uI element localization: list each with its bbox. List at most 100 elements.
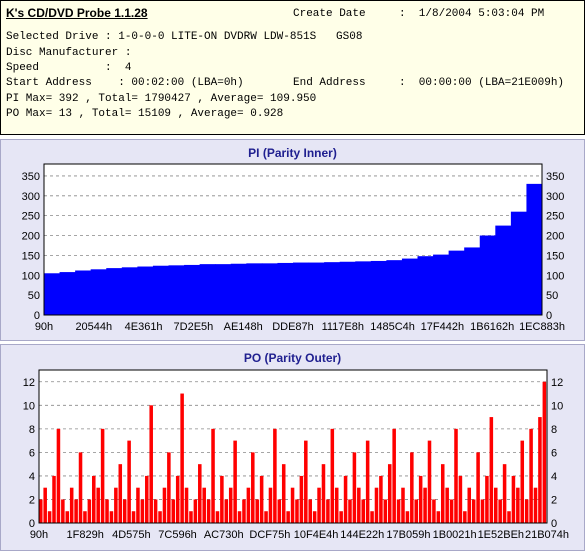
pi-xtick: 1EC883h (519, 321, 565, 333)
po-bar (92, 475, 96, 523)
po-bar (436, 511, 441, 523)
disc-manufacturer: Disc Manufacturer : (6, 47, 132, 59)
po-bar (153, 499, 158, 523)
pi-ytick-right: 0 (546, 310, 552, 322)
pi-bar (308, 262, 325, 315)
pi-xtick: AE148h (224, 321, 263, 333)
po-ytick-left: 10 (23, 400, 35, 412)
po-bar (273, 428, 277, 523)
po-bar (485, 475, 489, 523)
po-bar (140, 499, 145, 523)
po-bar (211, 428, 215, 523)
po-bar (39, 499, 43, 523)
pi-xtick: DDE87h (272, 321, 314, 333)
pi-stats: PI Max= 392 , Total= 1790427 , Average= … (6, 93, 317, 105)
po-bar (463, 511, 467, 523)
po-ytick-right: 2 (551, 494, 557, 506)
po-bar (180, 393, 184, 523)
pi-chart-panel: PI (Parity Inner) 0 0 50 50 100 100 150 150 200 2… (0, 139, 585, 341)
po-bar (105, 499, 109, 523)
po-bar (224, 499, 229, 523)
po-bar (304, 440, 308, 523)
pi-bar (44, 273, 61, 315)
po-bar (127, 440, 131, 523)
pi-xtick: 7D2E5h (174, 321, 214, 333)
po-bar (432, 499, 436, 523)
pi-ytick-left: 150 (22, 250, 40, 262)
po-bar (339, 511, 343, 523)
pi-bar (137, 266, 154, 315)
po-bar (401, 487, 405, 523)
po-bar (259, 475, 264, 523)
po-bar (538, 417, 542, 523)
po-bar (61, 499, 65, 523)
pi-chart: 0 0 50 50 100 100 150 150 200 200 250 250 300 300 350 3… (22, 163, 565, 333)
pi-ytick-left: 100 (22, 270, 40, 282)
po-bar (52, 475, 56, 523)
po-bar (361, 499, 366, 523)
pi-bar (106, 268, 123, 315)
po-bar (149, 405, 153, 523)
po-xtick: 4D575h (112, 529, 151, 541)
pi-bar (277, 262, 294, 315)
po-bar (184, 487, 189, 523)
pi-bar (199, 264, 216, 315)
po-bar (109, 511, 114, 523)
pi-bar (152, 265, 169, 315)
po-bar (171, 499, 176, 523)
po-bar (529, 428, 533, 523)
po-bar (317, 487, 321, 523)
po-bar (308, 499, 312, 523)
po-bar (410, 452, 414, 523)
po-bar (158, 511, 162, 523)
po-bar (246, 487, 251, 523)
po-bar (379, 475, 383, 523)
pi-ytick-left: 0 (34, 310, 40, 322)
po-xtick: 144E22h (340, 529, 384, 541)
po-bar (220, 475, 224, 523)
po-bar (175, 475, 180, 523)
po-bar (290, 487, 295, 523)
po-bar (264, 511, 268, 523)
pi-xtick: 1B6162h (470, 321, 514, 333)
po-xtick: 1E52BEh (478, 529, 524, 541)
pi-ytick-left: 50 (28, 290, 40, 302)
po-bar (476, 452, 480, 523)
pi-plot-border (43, 163, 543, 316)
pi-ytick-left: 300 (22, 191, 40, 203)
po-bar (83, 511, 87, 523)
po-bar (348, 499, 352, 523)
pi-bar (386, 260, 403, 315)
po-bar (193, 499, 198, 523)
pi-bar (433, 254, 450, 315)
end-address-label: End Address (293, 77, 366, 89)
pi-bar (355, 261, 372, 315)
po-bar (242, 499, 246, 523)
po-bar (374, 487, 379, 523)
pi-bar (479, 235, 496, 315)
po-xtick: DCF75h (249, 529, 290, 541)
pi-bar (464, 247, 481, 315)
po-bar (524, 499, 529, 523)
pi-chart-title: PI (Parity Inner) (248, 146, 337, 160)
pi-xtick: 1485C4h (370, 321, 415, 333)
po-bar (277, 499, 282, 523)
pi-bar (230, 263, 247, 315)
po-bar (498, 499, 502, 523)
po-bar (449, 499, 454, 523)
pi-bar (417, 256, 434, 315)
po-bar (255, 499, 259, 523)
po-bar (100, 428, 105, 523)
po-bar (74, 499, 78, 523)
po-bar (312, 511, 317, 523)
po-bar (471, 499, 476, 523)
pi-bar (510, 211, 527, 315)
pi-bar (59, 272, 76, 315)
po-bar (202, 487, 206, 523)
create-date-label: Create Date (293, 8, 366, 20)
po-bar (251, 452, 255, 523)
pi-bar (184, 264, 201, 315)
pi-ytick-right: 300 (546, 191, 564, 203)
po-bar (533, 487, 538, 523)
po-chart-panel: PO (Parity Outer) 0 0 2 2 4 4 6 6 8 8 10 10 12 12 90h 1… (0, 344, 585, 551)
